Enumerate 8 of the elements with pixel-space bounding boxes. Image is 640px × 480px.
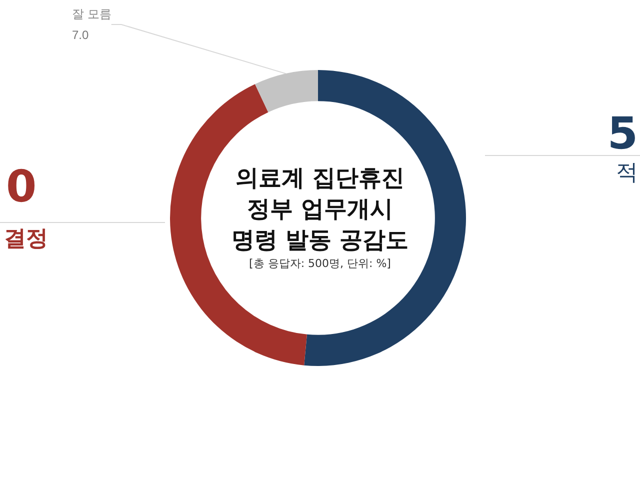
text: 적 xyxy=(616,160,638,186)
text: 0 xyxy=(6,162,37,212)
text: 5 xyxy=(607,108,638,160)
text: [총 응답자: 500명, 단위: %] xyxy=(249,257,391,270)
slice-label: 잘 모름 xyxy=(72,7,112,21)
data-label: 7.0 xyxy=(72,28,90,42)
text: 의료계 집단휴진 정부 업무개시 명령 발동 공감도 xyxy=(231,166,409,254)
text: 결정 xyxy=(4,226,48,252)
